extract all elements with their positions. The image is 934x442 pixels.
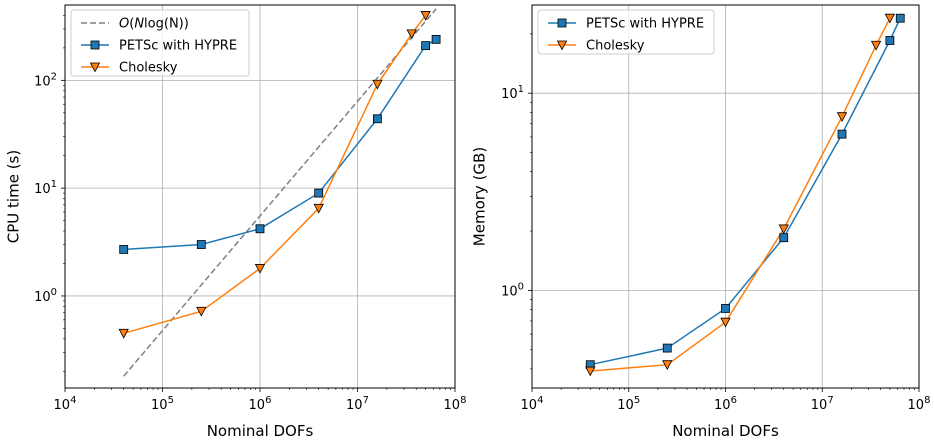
data-point <box>119 245 129 254</box>
legend-label-1: O(Nlog(N)) <box>119 17 189 32</box>
x-tick-label: 106 <box>249 395 272 413</box>
x-tick-label: 104 <box>521 395 544 413</box>
legend-frame <box>537 9 715 55</box>
data-point <box>118 328 129 339</box>
legend-label-2: Cholesky <box>586 39 645 54</box>
legend: O(Nlog(N)) PETSc with HYPRE Cholesky <box>70 9 250 77</box>
data-point <box>836 112 848 123</box>
data-point <box>372 79 383 90</box>
data-point <box>313 203 324 214</box>
data-point <box>720 317 731 328</box>
x-tick-label: 104 <box>54 395 77 413</box>
x-tick-label: 107 <box>346 395 369 413</box>
data-point <box>778 224 789 235</box>
legend: PETSc with HYPRE Cholesky <box>537 9 715 55</box>
y-tick-label: 100 <box>501 281 524 299</box>
data-point <box>721 304 730 313</box>
data-point <box>196 240 206 249</box>
data-point <box>895 13 905 23</box>
x-tick-label: 106 <box>714 395 737 413</box>
y-tick-label: 102 <box>34 71 57 89</box>
legend-label-2: PETSc with HYPRE <box>119 39 237 54</box>
x-tick-label: 107 <box>811 395 834 413</box>
data-point <box>779 233 789 243</box>
data-point <box>254 264 266 274</box>
data-point <box>255 224 265 234</box>
data-point <box>585 366 596 377</box>
x-axis-label: Nominal DOFs <box>207 422 314 440</box>
y-tick-label: 101 <box>501 84 524 102</box>
data-point <box>196 306 207 317</box>
legend-marker-2 <box>556 40 568 51</box>
plot-area <box>585 13 905 377</box>
data-point <box>662 360 673 371</box>
legend-label-1: PETSc with HYPRE <box>586 17 704 32</box>
data-point <box>314 188 324 198</box>
chart-panel-1: 104 105 106 107 108 100 101 102 Nominal DOFs CPU … <box>5 4 467 440</box>
legend-frame <box>70 9 250 77</box>
data-point <box>662 343 672 353</box>
data-point <box>885 36 895 45</box>
series-line-2 <box>590 17 891 372</box>
data-point <box>373 114 382 124</box>
legend-marker-2 <box>90 40 100 50</box>
plot-area <box>118 8 441 377</box>
data-point <box>431 34 441 44</box>
x-tick-label: 105 <box>617 395 640 413</box>
data-point <box>420 11 431 21</box>
y-axis-label: Memory (GB) <box>471 147 489 246</box>
data-point <box>870 40 882 51</box>
legend-label-3: Cholesky <box>119 61 178 76</box>
data-point <box>837 129 847 139</box>
series-line-1 <box>123 8 437 377</box>
y-axis-label: CPU time (s) <box>5 150 23 243</box>
legend-marker-3 <box>89 62 101 73</box>
chart-panel-2: 104 105 106 107 108 100 101 Nominal DOFs Memory … <box>471 4 931 440</box>
y-tick-label: 101 <box>34 179 57 197</box>
data-point <box>421 41 431 51</box>
x-tick-label: 105 <box>151 395 174 413</box>
series-line-1 <box>590 17 901 366</box>
y-tick-label: 100 <box>34 287 57 305</box>
data-point <box>406 29 417 40</box>
x-tick-label: 108 <box>444 395 467 413</box>
x-tick-label: 108 <box>908 395 931 413</box>
x-axis-label: Nominal DOFs <box>672 422 779 440</box>
data-point <box>884 13 896 24</box>
legend-marker-1 <box>557 18 567 28</box>
